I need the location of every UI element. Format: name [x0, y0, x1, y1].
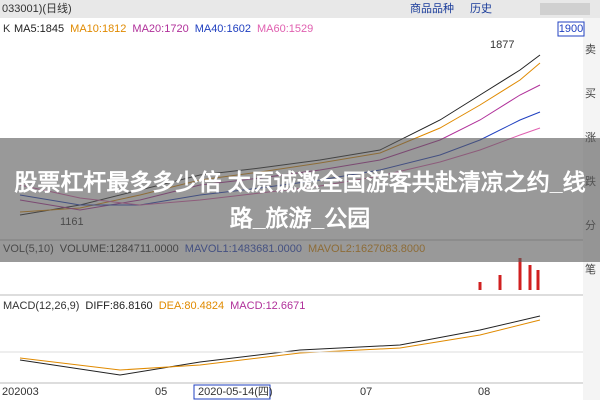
indicator: MA40:1602	[195, 23, 251, 35]
indicator: MACD(12,26,9)	[3, 300, 79, 312]
icons[interactable]	[540, 3, 590, 15]
indicator: DIFF:86.8160	[85, 300, 152, 312]
macd-line	[19, 315, 541, 376]
side-button[interactable]: 卖	[585, 43, 596, 56]
date-label: 07	[360, 386, 372, 398]
indicator: MA10:1812	[70, 23, 126, 35]
side-button[interactable]: 涨	[585, 131, 596, 144]
indicator: MACD:12.6671	[230, 300, 305, 312]
side-button[interactable]: 买	[585, 87, 596, 100]
code: 033001)(日线)	[2, 1, 72, 15]
date-label: 05	[155, 386, 167, 398]
indicator: MA60:1529	[257, 23, 313, 35]
menu[interactable]: 商品品种	[410, 1, 454, 15]
high-label: 1877	[490, 39, 514, 51]
indicator: MA5:1845	[14, 23, 64, 35]
headline: 股票杠杆最多多少倍 太原诚邀全国游客共赴清凉之约_线路_旅游_公园	[0, 138, 600, 262]
toolbar	[0, 0, 600, 18]
menu[interactable]: 历史	[470, 2, 492, 15]
date-cursor	[193, 384, 271, 400]
date-axis: 202003 05 2020-05-14(四) 07 08	[2, 386, 490, 398]
macd-line	[19, 319, 541, 371]
k-label: K	[3, 23, 11, 35]
volume-bars	[478, 258, 540, 290]
date-label: 08	[478, 386, 490, 398]
date-label: 202003	[2, 386, 39, 398]
price-box-text: 1900	[559, 23, 583, 35]
indicator: DEA:80.4824	[159, 300, 224, 312]
date-label: 2020-05-14(四)	[198, 386, 273, 398]
side-button[interactable]: 笔	[585, 262, 596, 276]
price-box	[557, 21, 585, 37]
indicator: MA20:1720	[132, 23, 188, 35]
